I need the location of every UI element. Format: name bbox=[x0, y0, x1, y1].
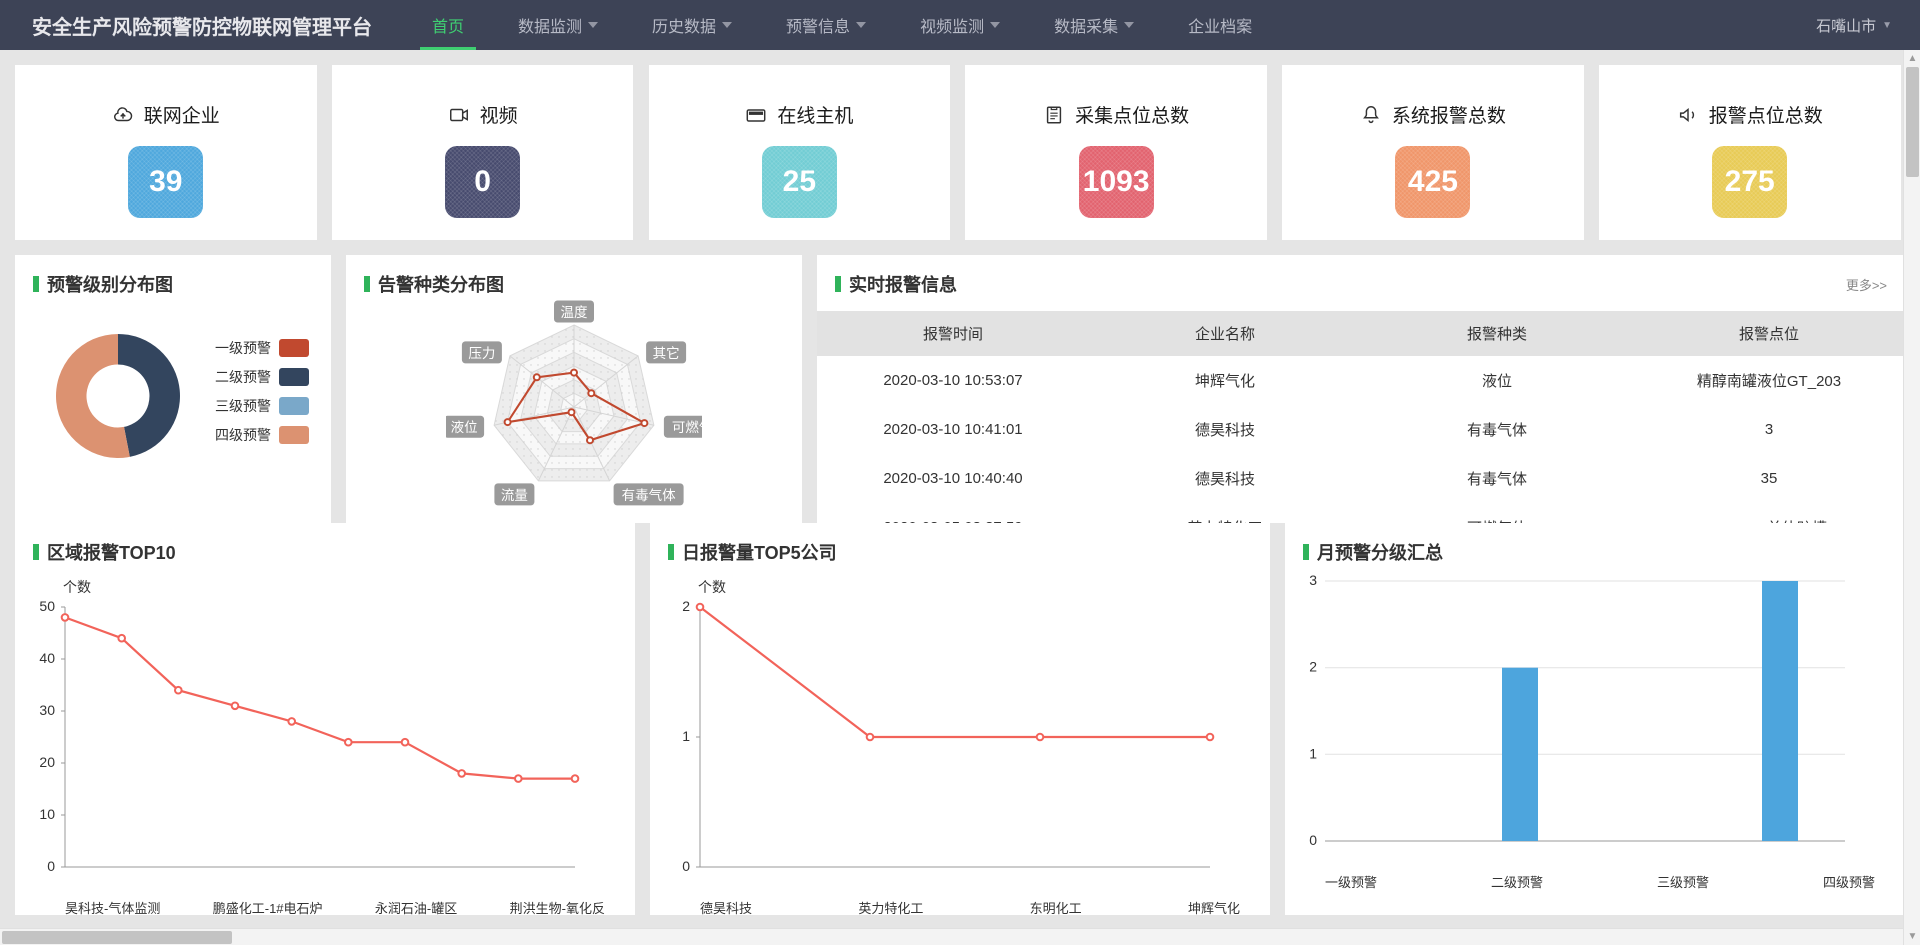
svg-text:0: 0 bbox=[1309, 832, 1317, 848]
svg-text:30: 30 bbox=[39, 702, 55, 718]
svg-text:压力: 压力 bbox=[468, 346, 495, 361]
svg-text:0: 0 bbox=[47, 858, 55, 874]
svg-text:20: 20 bbox=[39, 754, 55, 770]
svg-text:1: 1 bbox=[682, 728, 690, 744]
svg-text:可燃气体: 可燃气体 bbox=[672, 419, 702, 435]
svg-text:2: 2 bbox=[1309, 659, 1317, 675]
svg-text:2: 2 bbox=[682, 598, 690, 614]
svg-text:有毒气体: 有毒气体 bbox=[622, 488, 676, 503]
svg-text:流量: 流量 bbox=[501, 488, 528, 503]
svg-text:其它: 其它 bbox=[653, 345, 680, 361]
svg-text:10: 10 bbox=[39, 806, 55, 822]
svg-text:温度: 温度 bbox=[561, 305, 588, 320]
svg-text:1: 1 bbox=[1309, 745, 1317, 761]
svg-text:40: 40 bbox=[39, 650, 55, 666]
svg-text:0: 0 bbox=[682, 858, 690, 874]
svg-text:液位: 液位 bbox=[451, 420, 478, 435]
svg-text:50: 50 bbox=[39, 598, 55, 614]
svg-text:3: 3 bbox=[1309, 572, 1317, 588]
